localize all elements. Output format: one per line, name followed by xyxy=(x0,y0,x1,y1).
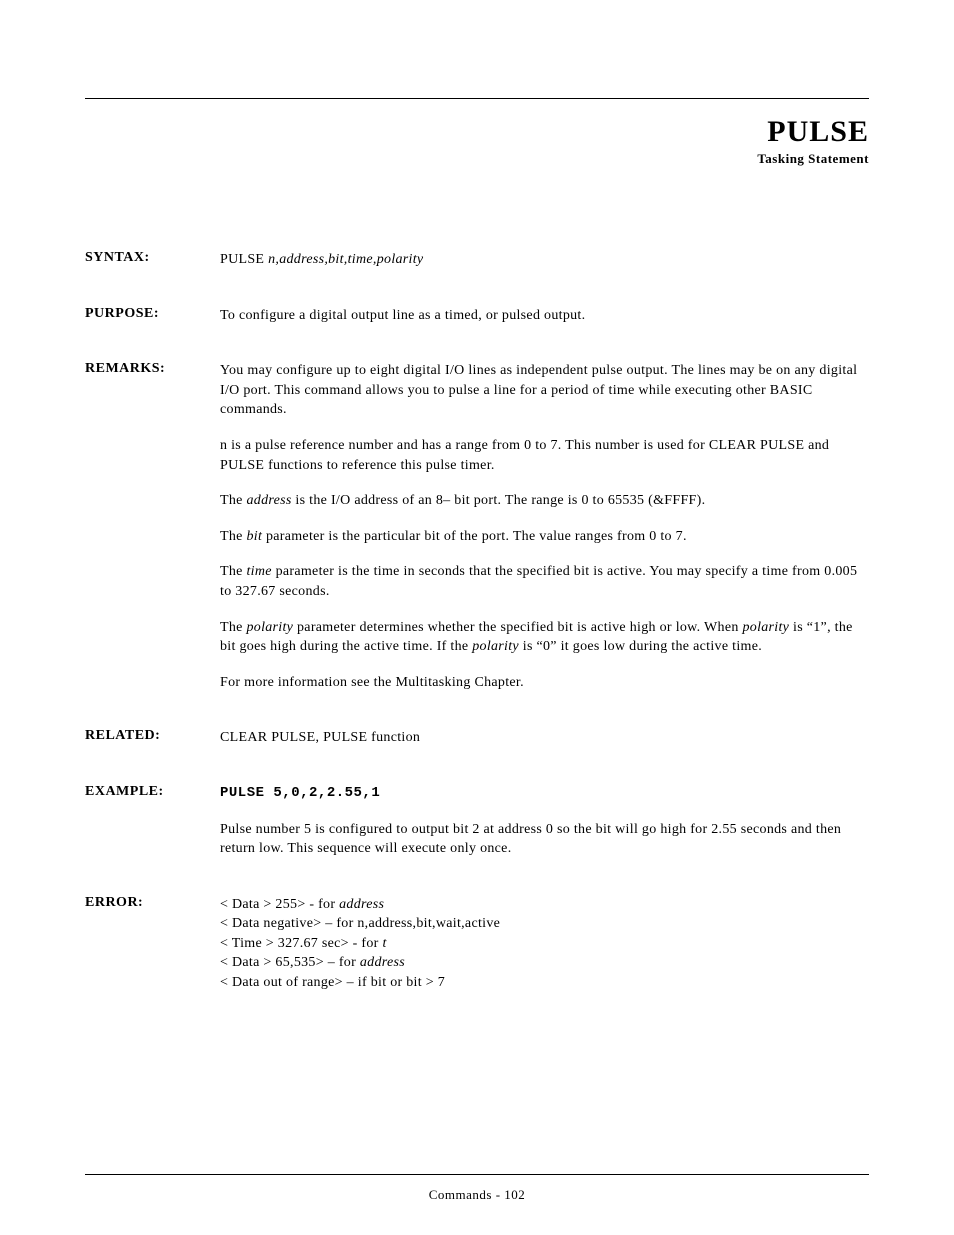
remarks-row: REMARKS: You may configure up to eight d… xyxy=(85,361,869,692)
error-line-5: < Data out of range> – if bit or bit > 7 xyxy=(220,973,869,993)
purpose-label: PURPOSE: xyxy=(85,306,220,326)
example-value: PULSE 5,0,2,2.55,1 Pulse number 5 is con… xyxy=(220,784,869,859)
error-line-3: < Time > 327.67 sec> - for t xyxy=(220,934,869,954)
related-label: RELATED: xyxy=(85,728,220,748)
syntax-row: SYNTAX: PULSE n,address,bit,time,polarit… xyxy=(85,250,869,270)
error-line-2: < Data negative> – for n,address,bit,wai… xyxy=(220,914,869,934)
error-line-1: < Data > 255> - for address xyxy=(220,895,869,915)
remarks-label: REMARKS: xyxy=(85,361,220,692)
purpose-row: PURPOSE: To configure a digital output l… xyxy=(85,306,869,326)
top-horizontal-rule xyxy=(85,98,869,99)
remarks-p5: The time parameter is the time in second… xyxy=(220,562,869,601)
remarks-value: You may configure up to eight digital I/… xyxy=(220,361,869,692)
page-header: PULSE Tasking Statement xyxy=(757,115,869,167)
error-value: < Data > 255> - for address < Data negat… xyxy=(220,895,869,993)
syntax-value: PULSE n,address,bit,time,polarity xyxy=(220,250,869,270)
example-label: EXAMPLE: xyxy=(85,784,220,859)
related-row: RELATED: CLEAR PULSE, PULSE function xyxy=(85,728,869,748)
header-subtitle: Tasking Statement xyxy=(757,151,869,167)
error-label: ERROR: xyxy=(85,895,220,993)
remarks-p1: You may configure up to eight digital I/… xyxy=(220,361,869,420)
syntax-cmd: PULSE xyxy=(220,252,268,267)
page-footer: Commands - 102 xyxy=(0,1187,954,1203)
purpose-value: To configure a digital output line as a … xyxy=(220,306,869,326)
syntax-args: n,address,bit,time,polarity xyxy=(268,252,423,267)
example-code: PULSE 5,0,2,2.55,1 xyxy=(220,784,869,804)
header-title: PULSE xyxy=(757,115,869,149)
error-row: ERROR: < Data > 255> - for address < Dat… xyxy=(85,895,869,993)
remarks-p7: For more information see the Multitaskin… xyxy=(220,673,869,693)
remarks-p3: The address is the I/O address of an 8– … xyxy=(220,491,869,511)
error-line-4: < Data > 65,535> – for address xyxy=(220,953,869,973)
syntax-label: SYNTAX: xyxy=(85,250,220,270)
related-value: CLEAR PULSE, PULSE function xyxy=(220,728,869,748)
remarks-p2: n is a pulse reference number and has a … xyxy=(220,436,869,475)
content-area: SYNTAX: PULSE n,address,bit,time,polarit… xyxy=(85,250,869,1011)
remarks-p6: The polarity parameter determines whethe… xyxy=(220,618,869,657)
remarks-p4: The bit parameter is the particular bit … xyxy=(220,527,869,547)
document-page: PULSE Tasking Statement SYNTAX: PULSE n,… xyxy=(0,0,954,1235)
example-desc: Pulse number 5 is configured to output b… xyxy=(220,820,869,859)
bottom-horizontal-rule xyxy=(85,1174,869,1175)
example-row: EXAMPLE: PULSE 5,0,2,2.55,1 Pulse number… xyxy=(85,784,869,859)
